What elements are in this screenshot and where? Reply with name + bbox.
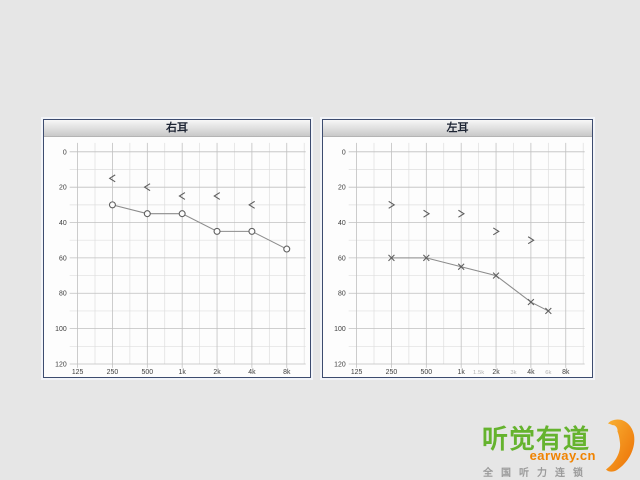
right-ear-panel: 右耳 0 20 40 60 80 100 120 125 250 500 1k 2k 4k 8k — [43, 119, 311, 378]
svg-text:8k: 8k — [562, 369, 570, 376]
svg-text:1k: 1k — [458, 369, 466, 376]
svg-text:0: 0 — [342, 149, 346, 156]
left-ear-panel: 左耳 0 20 40 60 80 100 120 125 250 500 1k 2k 4k 8k 1.5k 3… — [322, 119, 593, 378]
svg-text:40: 40 — [338, 220, 346, 227]
left-ear-audiogram-chart: 0 20 40 60 80 100 120 125 250 500 1k 2k 4k 8k 1.5k 3k 6k — [334, 142, 585, 376]
left-ear-panel-title: 左耳 — [323, 120, 592, 137]
svg-text:100: 100 — [55, 326, 67, 333]
earway-logo: 听觉有道 earway.cn 全国听力连锁 — [480, 417, 638, 479]
earway-brand-text: 听觉有道 — [482, 424, 591, 454]
svg-text:80: 80 — [59, 291, 67, 298]
svg-text:8k: 8k — [283, 369, 291, 376]
svg-text:20: 20 — [59, 185, 67, 192]
svg-text:1.5k: 1.5k — [473, 370, 484, 376]
svg-text:4k: 4k — [527, 369, 535, 376]
swoosh-shape — [606, 419, 635, 472]
earway-domain-text: earway.cn — [529, 448, 596, 463]
swoosh-hollow — [609, 425, 618, 435]
svg-text:3k: 3k — [510, 370, 516, 376]
svg-text:120: 120 — [55, 361, 67, 368]
svg-text:2k: 2k — [213, 369, 221, 376]
svg-text:60: 60 — [338, 255, 346, 262]
earway-swoosh-icon — [606, 419, 635, 472]
svg-text:1k: 1k — [179, 369, 187, 376]
svg-text:6k: 6k — [545, 370, 551, 376]
svg-text:250: 250 — [107, 369, 119, 376]
svg-text:0: 0 — [63, 149, 67, 156]
svg-text:4k: 4k — [248, 369, 256, 376]
svg-text:2k: 2k — [492, 369, 500, 376]
left-ear-chart-area: 0 20 40 60 80 100 120 125 250 500 1k 2k 4k 8k 1.5k 3k 6k — [323, 137, 592, 377]
svg-text:250: 250 — [386, 369, 398, 376]
earway-slogan-text: 全国听力连锁 — [483, 468, 591, 479]
svg-text:80: 80 — [338, 291, 346, 298]
svg-text:500: 500 — [142, 369, 154, 376]
svg-text:125: 125 — [351, 369, 363, 376]
svg-text:125: 125 — [72, 369, 84, 376]
svg-text:120: 120 — [334, 361, 346, 368]
right-ear-chart-area: 0 20 40 60 80 100 120 125 250 500 1k 2k 4k 8k — [44, 137, 310, 377]
right-ear-audiogram-chart: 0 20 40 60 80 100 120 125 250 500 1k 2k 4k 8k — [55, 142, 306, 376]
svg-text:60: 60 — [59, 255, 67, 262]
svg-text:40: 40 — [59, 220, 67, 227]
right-ear-panel-title: 右耳 — [44, 120, 310, 137]
svg-text:100: 100 — [334, 326, 346, 333]
svg-text:20: 20 — [338, 185, 346, 192]
svg-text:500: 500 — [421, 369, 433, 376]
